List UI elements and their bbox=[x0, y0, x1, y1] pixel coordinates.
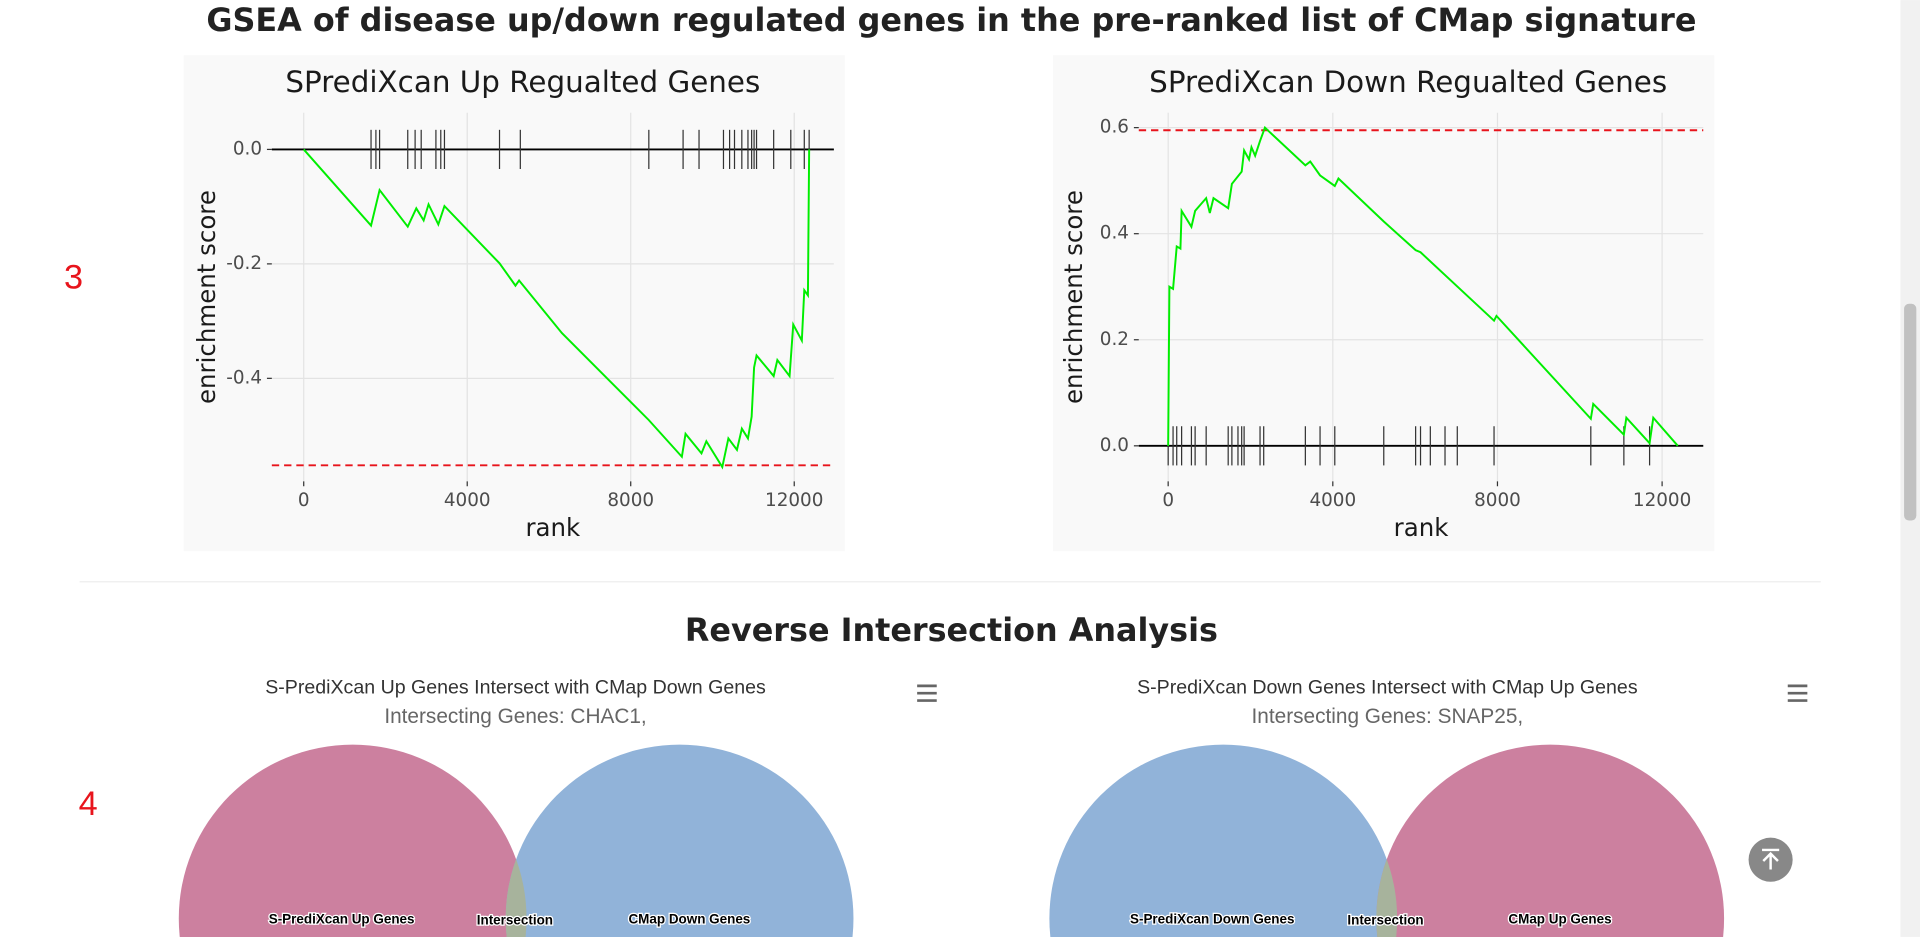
y-tick-label: 0.0 bbox=[233, 138, 262, 159]
y-axis-label: enrichment score bbox=[192, 190, 221, 404]
x-tick-label: 8000 bbox=[607, 490, 654, 511]
venn-set bbox=[1049, 744, 1398, 937]
venn-label: Intersection bbox=[477, 913, 553, 928]
gsea-heading: GSEA of disease up/down regulated genes … bbox=[206, 1, 1696, 39]
venn-title: S-PrediXcan Down Genes Intersect with CM… bbox=[1137, 676, 1638, 698]
chart-title: SPrediXcan Down Regualted Genes bbox=[1149, 65, 1667, 99]
scrollbar-thumb[interactable] bbox=[1904, 303, 1917, 521]
venn-chart: S-PrediXcan Up Genes Intersect with CMap… bbox=[178, 676, 937, 937]
gsea-chart: SPrediXcan Up Regualted Genes enrichment … bbox=[183, 55, 845, 552]
venn-label: CMap Down Genes bbox=[628, 911, 750, 926]
section-number: 4 bbox=[79, 785, 98, 823]
venn-label: S-PrediXcan Up Genes bbox=[269, 911, 415, 926]
y-tick-label: 0.4 bbox=[1100, 223, 1129, 244]
x-tick-label: 0 bbox=[298, 490, 310, 511]
y-tick-label: -0.2 bbox=[226, 253, 262, 274]
venn-title: S-PrediXcan Up Genes Intersect with CMap… bbox=[265, 676, 766, 698]
x-tick-label: 12000 bbox=[765, 490, 823, 511]
gsea-charts: SPrediXcan Up Regualted Genes enrichment … bbox=[183, 55, 1715, 552]
venn-set bbox=[178, 744, 527, 937]
gsea-chart: SPrediXcan Down Regualted Genes enrichmen… bbox=[1053, 55, 1715, 552]
x-axis-label: rank bbox=[1394, 513, 1450, 542]
x-tick-label: 8000 bbox=[1474, 490, 1521, 511]
back-to-top[interactable] bbox=[1748, 837, 1793, 882]
venn-label: Intersection bbox=[1347, 913, 1423, 928]
x-tick-label: 4000 bbox=[444, 490, 491, 511]
venn-set bbox=[1376, 744, 1725, 937]
section-number: 3 bbox=[64, 258, 83, 296]
venn-subtitle: Intersecting Genes: CHAC1, bbox=[384, 705, 646, 728]
y-tick-label: 0.0 bbox=[1100, 435, 1129, 456]
venn-heading: Reverse Intersection Analysis bbox=[685, 611, 1218, 649]
es-curve bbox=[302, 148, 811, 470]
y-tick-label: 0.2 bbox=[1100, 329, 1129, 350]
venn-chart: S-PrediXcan Down Genes Intersect with CM… bbox=[1049, 676, 1808, 937]
x-axis-label: rank bbox=[525, 513, 581, 542]
chart-background bbox=[1053, 55, 1715, 552]
y-tick-label: -0.4 bbox=[226, 367, 262, 388]
x-tick-label: 12000 bbox=[1633, 490, 1691, 511]
x-tick-label: 0 bbox=[1162, 490, 1174, 511]
y-tick-label: 0.6 bbox=[1100, 117, 1129, 138]
venn-label: S-PrediXcan Down Genes bbox=[1130, 911, 1294, 926]
chart-background bbox=[183, 55, 845, 552]
back-to-top-icon bbox=[1762, 851, 1779, 870]
y-axis-label: enrichment score bbox=[1059, 190, 1088, 404]
es-curve bbox=[1167, 125, 1679, 447]
venn-diagrams: S-PrediXcan Up Genes Intersect with CMap… bbox=[178, 676, 1808, 937]
x-tick-label: 4000 bbox=[1309, 490, 1356, 511]
chart-title: SPrediXcan Up Regualted Genes bbox=[285, 65, 760, 99]
venn-label: CMap Up Genes bbox=[1508, 911, 1611, 926]
venn-subtitle: Intersecting Genes: SNAP25, bbox=[1252, 705, 1524, 728]
venn-set bbox=[505, 744, 854, 937]
